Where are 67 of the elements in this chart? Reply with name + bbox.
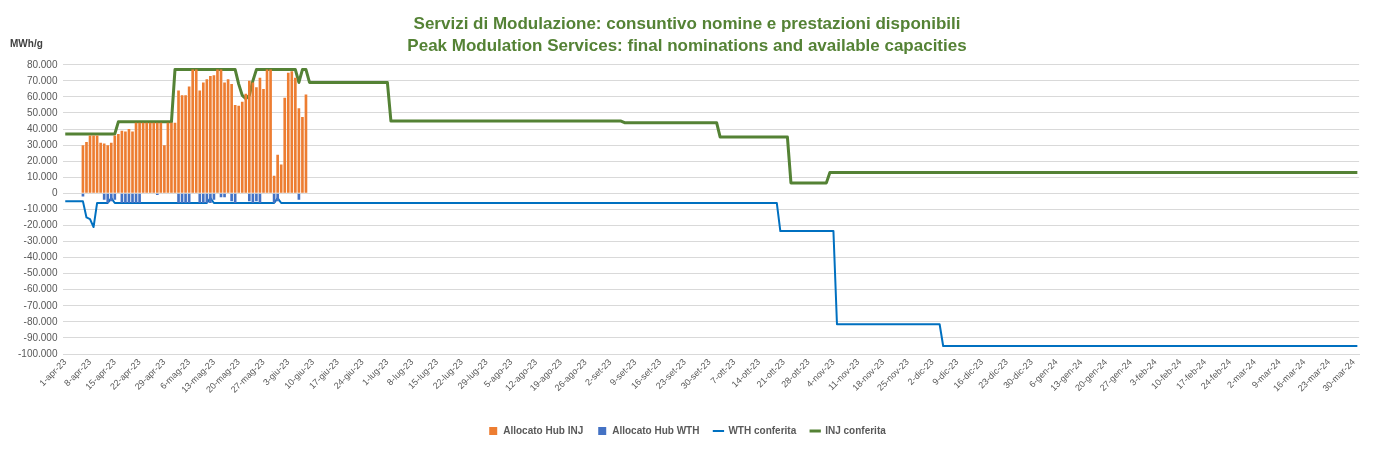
bar [198, 193, 202, 203]
bar [124, 131, 127, 193]
y-tick-label: -30.000 [23, 235, 58, 247]
y-tick-label: -100.000 [17, 347, 58, 359]
y-axis-title: MWh/g [10, 37, 43, 49]
bar [102, 193, 106, 200]
y-tick-label: 60.000 [26, 90, 58, 102]
y-tick-label: 80.000 [26, 58, 58, 70]
y-tick-label: -20.000 [23, 219, 58, 231]
bar [117, 133, 120, 193]
bar [170, 122, 173, 193]
bar [109, 193, 113, 202]
bar [276, 193, 279, 202]
bar [106, 193, 110, 203]
chart-title: Servizi di Modulazione: consuntivo nomine e prestazioni disponibili [413, 13, 961, 33]
bar [201, 82, 205, 193]
bar [248, 193, 251, 202]
y-tick-label: 20.000 [26, 154, 58, 166]
y-tick-label: 70.000 [26, 74, 58, 86]
bar [191, 69, 195, 193]
y-tick-label: 50.000 [26, 106, 58, 118]
bar [138, 193, 141, 203]
y-tick-label: 40.000 [26, 122, 58, 134]
y-tick-label: -80.000 [23, 315, 58, 327]
bar [184, 193, 187, 203]
bar [201, 193, 205, 203]
bar [113, 135, 117, 193]
legend-label: INJ conferita [825, 424, 887, 436]
chart-subtitle: Peak Modulation Services: final nominations and available capacities [407, 36, 967, 56]
bar [209, 193, 212, 203]
bar [102, 143, 106, 193]
legend-label: Allocato Hub INJ [503, 424, 584, 436]
bar [269, 69, 272, 193]
legend-label: Allocato Hub WTH [612, 424, 700, 436]
bar [106, 145, 110, 193]
bar [237, 105, 241, 193]
bar [177, 193, 180, 203]
bar [124, 193, 127, 203]
bar [290, 71, 294, 193]
bar [230, 193, 233, 202]
bar [223, 193, 226, 198]
y-tick-label: 0 [51, 187, 58, 199]
bar [113, 193, 117, 200]
bar [155, 122, 159, 193]
bar [255, 193, 258, 202]
bar [177, 90, 180, 193]
legend-label: WTH conferita [728, 424, 797, 436]
bar [276, 154, 279, 193]
bar [131, 193, 134, 203]
bar [152, 122, 156, 193]
bar [194, 69, 198, 193]
bar [286, 72, 290, 193]
bar [138, 122, 141, 193]
y-tick-label: -40.000 [23, 251, 58, 263]
bar [209, 76, 212, 193]
bar [216, 69, 219, 193]
y-tick-label: -90.000 [23, 331, 58, 343]
y-tick-label: -10.000 [23, 203, 58, 215]
bar [92, 135, 95, 193]
bar [145, 122, 148, 193]
y-tick-label: -60.000 [23, 283, 58, 295]
bar [148, 122, 152, 193]
bar [248, 80, 251, 193]
y-tick-label: -70.000 [23, 299, 58, 311]
y-tick-label: -50.000 [23, 267, 58, 279]
y-tick-label: 30.000 [26, 138, 58, 150]
y-tick-label: 10.000 [26, 171, 58, 183]
